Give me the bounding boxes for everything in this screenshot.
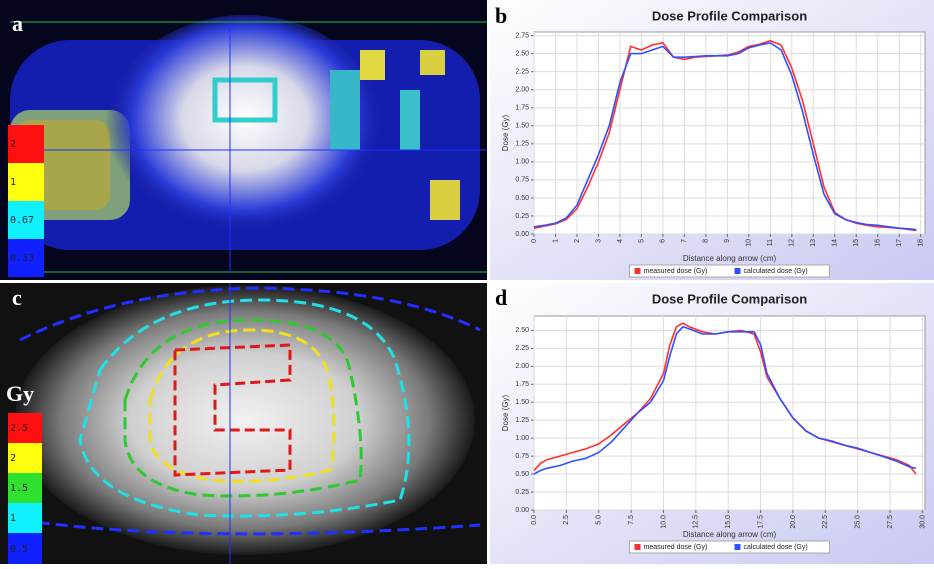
x-tick-label: 2.5 <box>563 515 570 525</box>
legend-label: 0.33 <box>10 253 34 264</box>
x-tick-label: 6 <box>660 239 667 243</box>
x-tick-label: 10.0 <box>660 515 667 529</box>
legend-label: 0.5 <box>10 544 28 555</box>
chart-title: Dose Profile Comparison <box>652 291 807 306</box>
y-tick-label: 1.25 <box>515 417 529 424</box>
y-tick-label: 2.75 <box>515 32 529 39</box>
legend-label: 2.5 <box>10 423 28 434</box>
panel-label: b <box>495 3 507 28</box>
y-tick-label: 0.75 <box>515 177 529 184</box>
legend-label: 1 <box>10 513 16 524</box>
y-tick-label: 0.00 <box>515 231 529 238</box>
x-tick-label: 15.0 <box>725 515 732 529</box>
y-tick-label: 0.50 <box>515 471 529 478</box>
figure: 2 1 0.67 0.33 a Gy 2.5 2 1.5 1 0.5 c b d… <box>0 0 934 564</box>
y-tick-label: 2.25 <box>515 345 529 352</box>
y-tick-label: 2.50 <box>515 327 529 334</box>
y-tick-label: 0.25 <box>515 489 529 496</box>
x-axis-label: Distance along arrow (cm) <box>683 530 777 539</box>
page: 2 1 0.67 0.33 a Gy 2.5 2 1.5 1 0.5 c b d… <box>0 0 934 564</box>
legend-label: 2 <box>10 139 16 150</box>
y-tick-label: 2.00 <box>515 363 529 370</box>
legend-swatch <box>735 544 741 550</box>
x-tick-label: 0.0 <box>531 515 538 525</box>
x-tick-label: 9 <box>724 239 731 243</box>
x-tick-label: 22.5 <box>822 515 829 529</box>
x-tick-label: 1 <box>552 239 559 243</box>
x-tick-label: 12.5 <box>693 515 700 529</box>
panel-label: d <box>495 285 507 310</box>
y-tick-label: 1.50 <box>515 123 529 130</box>
panel-label: c <box>12 285 22 310</box>
legend-swatch <box>635 268 641 274</box>
legend-swatch <box>735 268 741 274</box>
legend-unit: Gy <box>6 381 34 406</box>
x-tick-label: 17.5 <box>757 515 764 529</box>
y-tick-label: 1.25 <box>515 141 529 148</box>
x-tick-label: 0 <box>531 239 538 243</box>
y-tick-label: 1.75 <box>515 381 529 388</box>
x-tick-label: 3 <box>595 239 602 243</box>
x-tick-label: 14 <box>832 239 839 247</box>
x-tick-label: 25.0 <box>855 515 862 529</box>
plot-area <box>534 316 925 510</box>
x-tick-label: 18 <box>918 239 925 247</box>
x-tick-label: 20.0 <box>790 515 797 529</box>
panel-label: a <box>12 11 23 36</box>
legend-label: 1 <box>10 177 16 188</box>
y-tick-label: 0.50 <box>515 195 529 202</box>
legend-label: 0.67 <box>10 215 34 226</box>
x-tick-label: 5.0 <box>596 515 603 525</box>
dose-map-c <box>0 283 487 564</box>
y-tick-label: 1.00 <box>515 159 529 166</box>
legend-label: 2 <box>10 453 16 464</box>
legend-label: calculated dose (Gy) <box>744 268 808 275</box>
legend-label: measured dose (Gy) <box>644 268 708 275</box>
x-tick-label: 7 <box>681 239 688 243</box>
x-tick-label: 12 <box>789 239 796 247</box>
y-tick-label: 2.25 <box>515 69 529 76</box>
y-tick-label: 0.75 <box>515 453 529 460</box>
y-tick-label: 2.00 <box>515 87 529 94</box>
y-axis-label: Dose (Gy) <box>501 114 510 151</box>
y-tick-label: 1.75 <box>515 105 529 112</box>
x-tick-label: 5 <box>638 239 645 243</box>
x-tick-label: 4 <box>617 239 624 243</box>
dose-map-a <box>0 0 487 280</box>
y-axis-label: Dose (Gy) <box>501 394 510 431</box>
x-tick-label: 16 <box>875 239 882 247</box>
legend-label: calculated dose (Gy) <box>744 544 808 551</box>
x-tick-label: 27.5 <box>887 515 894 529</box>
y-tick-label: 1.00 <box>515 435 529 442</box>
y-tick-label: 0.00 <box>515 507 529 514</box>
plot-area <box>534 32 925 234</box>
x-tick-label: 15 <box>853 239 860 247</box>
x-tick-label: 2 <box>574 239 581 243</box>
x-tick-label: 30.0 <box>919 515 926 529</box>
x-tick-label: 13 <box>810 239 817 247</box>
chart-title: Dose Profile Comparison <box>652 8 807 23</box>
x-tick-label: 11 <box>767 239 774 246</box>
x-tick-label: 7.5 <box>628 515 635 525</box>
x-tick-label: 8 <box>703 239 710 243</box>
legend-swatch <box>635 544 641 550</box>
x-axis-label: Distance along arrow (cm) <box>683 254 777 263</box>
legend-label: measured dose (Gy) <box>644 544 708 551</box>
y-tick-label: 2.50 <box>515 50 529 57</box>
y-tick-label: 0.25 <box>515 213 529 220</box>
legend-label: 1.5 <box>10 483 28 494</box>
x-tick-label: 17 <box>896 239 903 247</box>
y-tick-label: 1.50 <box>515 399 529 406</box>
x-tick-label: 10 <box>746 239 753 247</box>
